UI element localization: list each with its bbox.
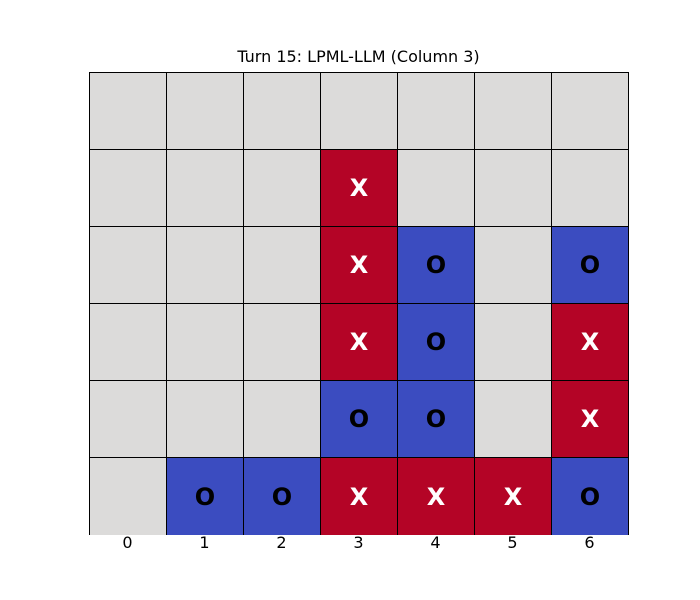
board-cell-r2-c5: [474, 226, 552, 304]
board-cell-r3-c4: O: [397, 303, 475, 381]
board-cell-r4-c4: O: [397, 380, 475, 458]
board-cell-r5-c2: O: [243, 457, 321, 535]
board-cell-r1-c2: [243, 149, 321, 227]
board-cell-r0-c0: [89, 72, 167, 150]
board-cell-r4-c0: [89, 380, 167, 458]
board-cell-r4-c2: [243, 380, 321, 458]
board-cell-r1-c5: [474, 149, 552, 227]
board-cell-r3-c2: [243, 303, 321, 381]
board-cell-r1-c0: [89, 149, 167, 227]
column-label-2: 2: [276, 533, 287, 552]
board-cell-r3-c0: [89, 303, 167, 381]
board-cell-r0-c4: [397, 72, 475, 150]
column-label-3: 3: [353, 533, 364, 552]
board-cell-r3-c6: X: [551, 303, 629, 381]
board-cell-r0-c1: [166, 72, 244, 150]
board-cell-r1-c1: [166, 149, 244, 227]
board-cell-r5-c5: X: [474, 457, 552, 535]
column-label-1: 1: [199, 533, 210, 552]
board-cell-r5-c1: O: [166, 457, 244, 535]
board-cell-r4-c1: [166, 380, 244, 458]
game-title: Turn 15: LPML-LLM (Column 3): [237, 47, 480, 66]
board-cell-r5-c3: X: [320, 457, 398, 535]
board-cell-r4-c5: [474, 380, 552, 458]
board-cell-r0-c6: [551, 72, 629, 150]
board-cell-r3-c3: X: [320, 303, 398, 381]
column-label-4: 4: [430, 533, 441, 552]
board-cell-r2-c4: O: [397, 226, 475, 304]
board-cell-r5-c6: O: [551, 457, 629, 535]
board-cell-r0-c3: [320, 72, 398, 150]
board-cell-r2-c3: X: [320, 226, 398, 304]
column-label-6: 6: [584, 533, 595, 552]
board-cell-r4-c3: O: [320, 380, 398, 458]
board-cell-r5-c4: X: [397, 457, 475, 535]
board-cell-r2-c0: [89, 226, 167, 304]
column-label-0: 0: [122, 533, 133, 552]
board-cell-r4-c6: X: [551, 380, 629, 458]
board-cell-r3-c5: [474, 303, 552, 381]
board-cell-r1-c3: X: [320, 149, 398, 227]
board-cell-r0-c5: [474, 72, 552, 150]
board-cell-r1-c4: [397, 149, 475, 227]
board-cell-r2-c6: O: [551, 226, 629, 304]
column-axis: 0 1 2 3 4 5 6: [89, 534, 628, 556]
board-cell-r2-c2: [243, 226, 321, 304]
board-cell-r3-c1: [166, 303, 244, 381]
board-cell-r1-c6: [551, 149, 629, 227]
column-label-5: 5: [507, 533, 518, 552]
board-cell-r5-c0: [89, 457, 167, 535]
board-cell-r2-c1: [166, 226, 244, 304]
board-cell-r0-c2: [243, 72, 321, 150]
